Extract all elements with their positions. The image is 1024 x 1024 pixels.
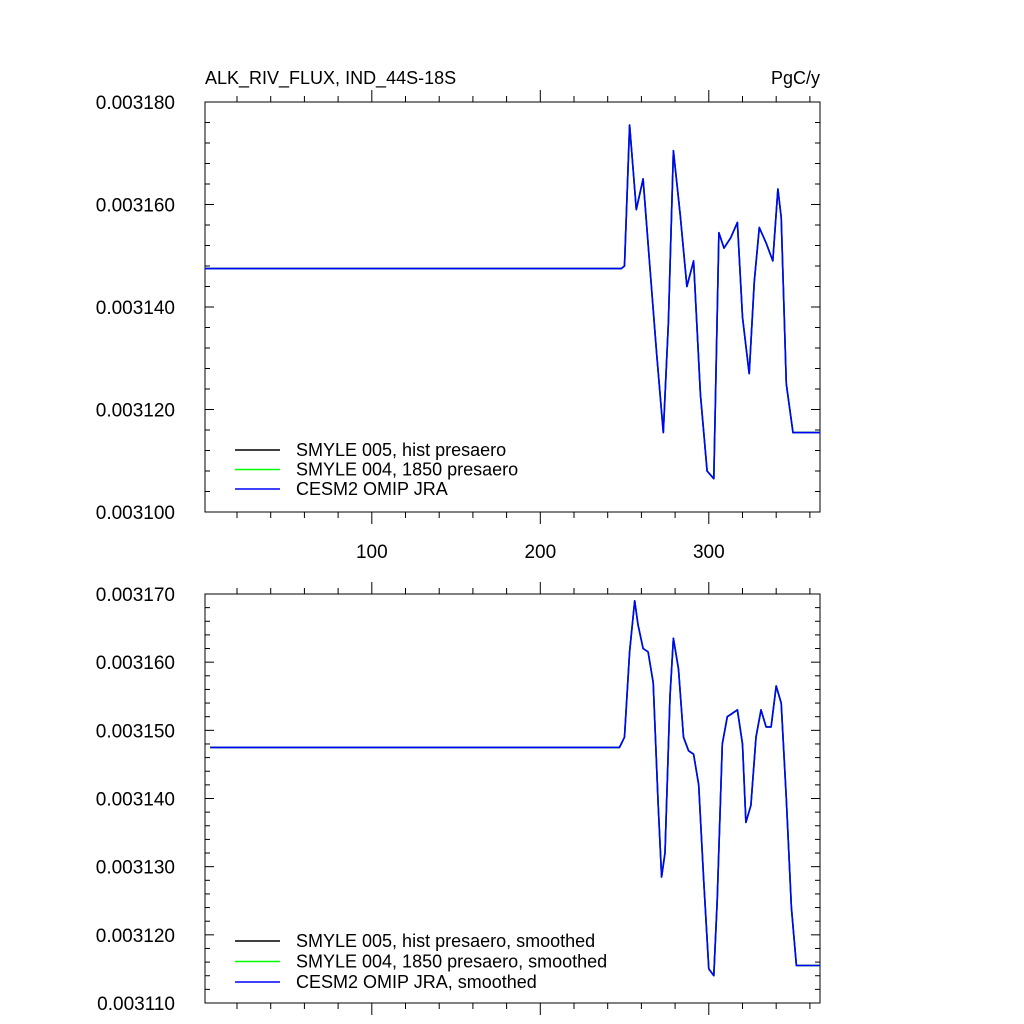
top-ytick-label: 0.003120 [96, 401, 175, 422]
bottom-series-line-0 [210, 599, 820, 977]
bottom-ytick-label: 0.003140 [96, 790, 175, 811]
bottom-series-line-2 [210, 599, 820, 977]
bottom-ytick-label: 0.003130 [96, 858, 175, 879]
bottom-legend-label-1: SMYLE 004, 1850 presaero, smoothed [296, 952, 607, 972]
top-major-ticks [205, 90, 820, 524]
bottom-ytick-label: 0.003110 [97, 994, 175, 1015]
bottom-legend-label-2: CESM2 OMIP JRA, smoothed [296, 972, 537, 992]
top-panel: ALK_RIV_FLUX, IND_44S-18S PgC/y 0.003100… [96, 68, 821, 563]
bottom-ytick-label: 0.003170 [96, 585, 175, 606]
top-ytick-label: 0.003180 [96, 93, 175, 114]
top-chart-title: ALK_RIV_FLUX, IND_44S-18S [205, 68, 456, 89]
top-minor-ticks [205, 96, 820, 518]
top-y-tick-labels: 0.003100 0.003120 0.003140 0.003160 0.003180 [96, 93, 175, 524]
bottom-ytick-label: 0.003120 [96, 926, 175, 947]
bottom-minor-ticks [205, 588, 820, 1009]
top-legend-label-2: CESM2 OMIP JRA [296, 479, 448, 499]
top-ytick-label: 0.003140 [96, 298, 175, 319]
top-xtick-label: 300 [693, 542, 725, 563]
top-series-line-1 [205, 124, 820, 480]
bottom-panel: 0.003110 0.003120 0.003130 0.003140 0.003150… [96, 582, 821, 1015]
bottom-ytick-label: 0.003160 [96, 653, 175, 674]
top-series-line-2 [205, 124, 820, 480]
bottom-major-ticks [205, 582, 820, 1015]
top-ytick-label: 0.003160 [96, 196, 175, 217]
top-chart-units: PgC/y [771, 68, 820, 88]
top-ytick-label: 0.003100 [96, 503, 175, 524]
top-xtick-label: 200 [524, 542, 556, 563]
bottom-legend: SMYLE 005, hist presaero, smoothedSMYLE … [235, 931, 607, 992]
bottom-y-tick-labels: 0.003110 0.003120 0.003130 0.003140 0.003150… [96, 585, 175, 1015]
bottom-series-lines [210, 599, 820, 977]
bottom-ytick-label: 0.003150 [96, 721, 175, 742]
top-x-tick-labels: 100 200 300 [356, 542, 725, 563]
top-legend-label-1: SMYLE 004, 1850 presaero [296, 460, 518, 480]
top-xtick-label: 100 [356, 542, 388, 563]
top-series-lines [205, 124, 820, 480]
top-legend-label-0: SMYLE 005, hist presaero [296, 440, 506, 460]
bottom-legend-label-0: SMYLE 005, hist presaero, smoothed [296, 931, 595, 951]
top-series-line-0 [205, 124, 820, 480]
bottom-series-line-1 [210, 599, 820, 977]
